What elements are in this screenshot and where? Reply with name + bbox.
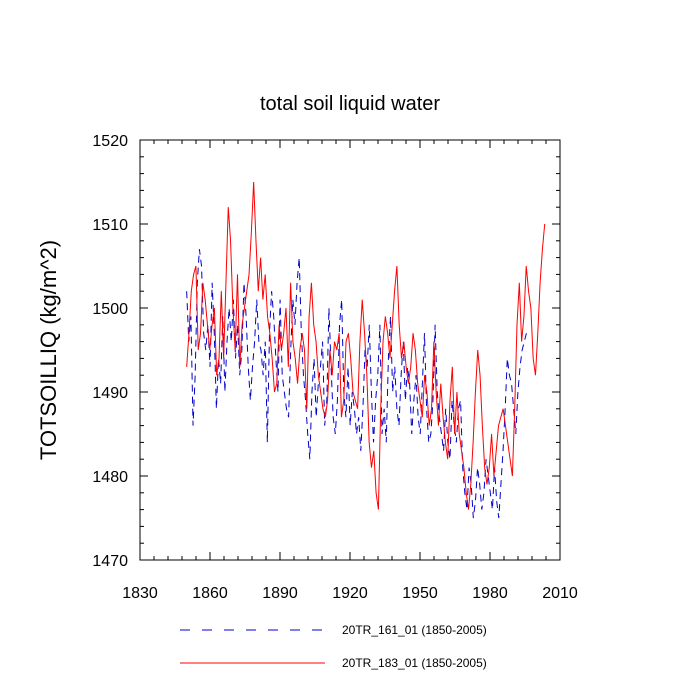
y-tick-label: 1510	[92, 217, 128, 234]
legend-label-161: 20TR_161_01 (1850-2005)	[342, 623, 487, 637]
x-tick-label: 1860	[192, 585, 228, 602]
y-tick-label: 1480	[92, 469, 128, 486]
x-tick-label: 1830	[122, 585, 158, 602]
x-tick-label: 1890	[262, 585, 298, 602]
y-tick-label: 1490	[92, 385, 128, 402]
x-tick-label: 1980	[472, 585, 508, 602]
x-tick-label: 1920	[332, 585, 368, 602]
legend: 20TR_161_01 (1850-2005) 20TR_183_01 (185…	[180, 623, 487, 670]
series-line-1	[186, 181, 546, 510]
y-tick-label: 1500	[92, 301, 128, 318]
y-tick-label: 1470	[92, 553, 128, 570]
x-tick-label: 2010	[542, 585, 578, 602]
y-tick-label: 1520	[92, 133, 128, 150]
legend-label-183: 20TR_183_01 (1850-2005)	[342, 656, 487, 670]
chart-title: total soil liquid water	[260, 93, 440, 115]
y-axis-label: TOTSOILLIQ (kg/m^2)	[36, 240, 61, 460]
series-group	[186, 181, 546, 519]
x-tick-label: 1950	[402, 585, 438, 602]
tick-labels: 1830 1860 1890 1920 1950 1980 2010 1470 1480 1490…	[92, 133, 577, 602]
axis-ticks	[139, 139, 561, 561]
